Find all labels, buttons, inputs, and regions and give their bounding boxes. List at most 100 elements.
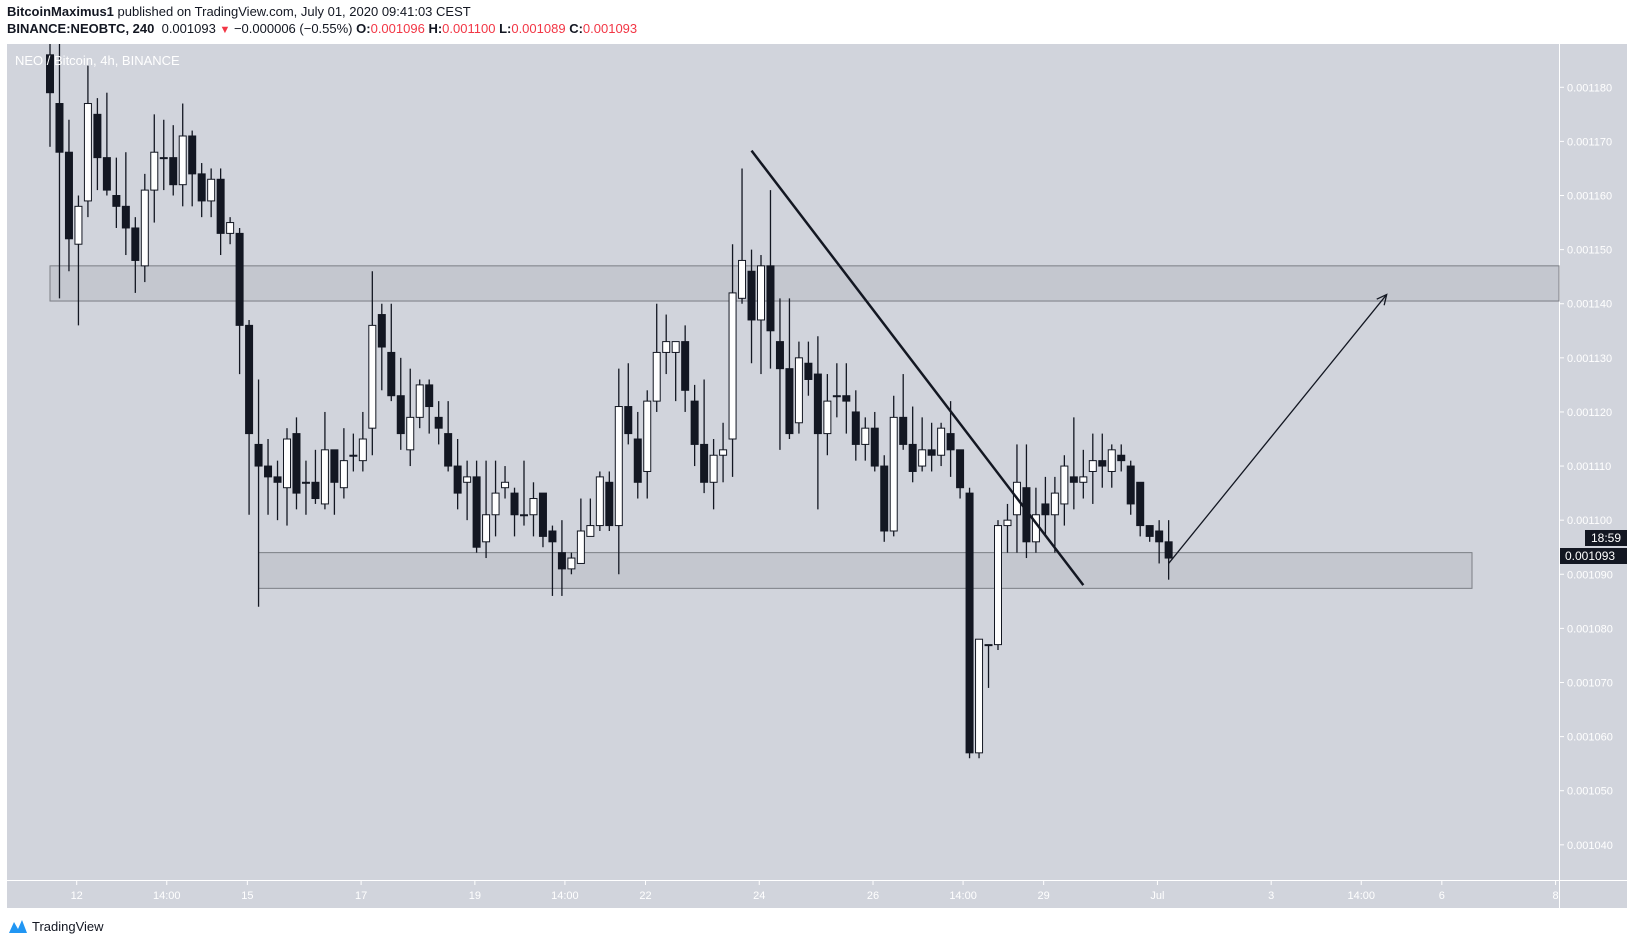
candle-up[interactable] (937, 422, 946, 467)
candle-down[interactable] (121, 152, 130, 256)
candle-down[interactable] (396, 357, 405, 450)
candle-up[interactable] (159, 119, 168, 191)
candle-down[interactable] (330, 449, 339, 515)
candle-up[interactable] (140, 173, 149, 283)
candle-down[interactable] (908, 406, 917, 483)
candle-down[interactable] (1041, 476, 1050, 537)
candle-up[interactable] (1088, 433, 1097, 504)
candle-up[interactable] (83, 65, 92, 218)
candle-up[interactable] (794, 341, 803, 434)
candle-down[interactable] (1136, 481, 1145, 537)
candle-up[interactable] (520, 460, 528, 526)
candle-down[interactable] (851, 390, 860, 461)
candle-down[interactable] (880, 455, 889, 542)
candle-down[interactable] (387, 303, 396, 402)
candle-up[interactable] (662, 314, 671, 375)
candle-up[interactable] (994, 520, 1002, 651)
candle-down[interactable] (1126, 460, 1135, 515)
candle-up[interactable] (738, 168, 747, 304)
candle-down[interactable] (453, 439, 462, 510)
candle-up[interactable] (861, 417, 870, 461)
candle-up[interactable] (349, 433, 358, 472)
candle-down[interactable] (131, 217, 140, 293)
candle-up[interactable] (150, 114, 159, 223)
candle-down[interactable] (956, 449, 965, 499)
price-axis[interactable] (1560, 44, 1627, 880)
candle-up[interactable] (643, 390, 652, 499)
candle-down[interactable] (965, 487, 974, 759)
candle-up[interactable] (529, 482, 538, 537)
candle-up[interactable] (832, 363, 841, 418)
candle-up[interactable] (709, 439, 718, 510)
candle-down[interactable] (624, 363, 633, 445)
candle-down[interactable] (216, 168, 225, 256)
candle-down[interactable] (927, 422, 936, 472)
candle-down[interactable] (1117, 444, 1126, 472)
candle-up[interactable] (728, 244, 737, 477)
candle-down[interactable] (55, 44, 64, 299)
candle-up[interactable] (567, 552, 576, 575)
candle-down[interactable] (197, 163, 206, 218)
chart-pane[interactable] (7, 44, 1559, 880)
candle-up[interactable] (671, 341, 680, 402)
candle-up[interactable] (576, 498, 585, 564)
support-resistance-zone[interactable] (258, 552, 1473, 589)
author-link[interactable]: BitcoinMaximus1 (7, 4, 114, 19)
candle-up[interactable] (889, 395, 898, 537)
candle-up[interactable] (595, 471, 604, 531)
candle-up[interactable] (719, 422, 728, 483)
candle-down[interactable] (538, 492, 547, 548)
candle-up[interactable] (339, 428, 348, 499)
candle-up[interactable] (1050, 476, 1059, 553)
candle-down[interactable] (690, 384, 699, 467)
candle-up[interactable] (984, 644, 993, 688)
candle-up[interactable] (1107, 444, 1116, 488)
candle-up[interactable] (406, 368, 415, 467)
candle-up[interactable] (178, 103, 187, 207)
time-axis[interactable] (7, 881, 1559, 908)
candle-down[interactable] (548, 525, 557, 596)
candle-up[interactable] (207, 168, 216, 218)
candle-down[interactable] (273, 460, 282, 521)
candle-up[interactable] (918, 417, 927, 472)
candle-down[interactable] (254, 379, 263, 607)
candle-up[interactable] (358, 411, 367, 472)
candle-down[interactable] (292, 417, 301, 510)
candle-down[interactable] (681, 325, 690, 412)
candle-up[interactable] (823, 374, 832, 456)
candle-down[interactable] (425, 379, 434, 434)
candle-down[interactable] (633, 411, 642, 499)
candle-up[interactable] (320, 411, 329, 510)
candle-down[interactable] (245, 319, 254, 515)
candle-down[interactable] (813, 336, 822, 510)
candle-down[interactable] (235, 227, 244, 375)
candle-up[interactable] (1003, 503, 1012, 553)
candle-down[interactable] (557, 520, 566, 596)
candle-down[interactable] (700, 379, 709, 494)
candle-down[interactable] (311, 449, 320, 504)
candle-up[interactable] (415, 379, 424, 429)
candle-up[interactable] (501, 466, 510, 499)
candle-down[interactable] (1145, 525, 1154, 542)
candle-down[interactable] (93, 98, 102, 191)
candle-down[interactable] (1069, 417, 1078, 510)
candle-down[interactable] (775, 298, 784, 450)
candle-down[interactable] (804, 341, 813, 396)
candle-down[interactable] (899, 374, 908, 450)
candle-up[interactable] (368, 271, 377, 456)
candle-down[interactable] (444, 401, 453, 472)
candle-down[interactable] (188, 130, 197, 207)
candle-down[interactable] (747, 249, 756, 364)
candle-down[interactable] (112, 157, 121, 228)
candle-up[interactable] (283, 428, 291, 526)
candle-down[interactable] (842, 363, 851, 434)
candle-down[interactable] (46, 44, 54, 147)
candle-down[interactable] (434, 401, 443, 445)
candle-up[interactable] (652, 303, 661, 412)
candle-up[interactable] (301, 460, 310, 515)
candle-down[interactable] (785, 298, 794, 440)
candle-up[interactable] (463, 460, 472, 521)
candle-down[interactable] (102, 92, 111, 196)
candle-up[interactable] (74, 195, 83, 326)
